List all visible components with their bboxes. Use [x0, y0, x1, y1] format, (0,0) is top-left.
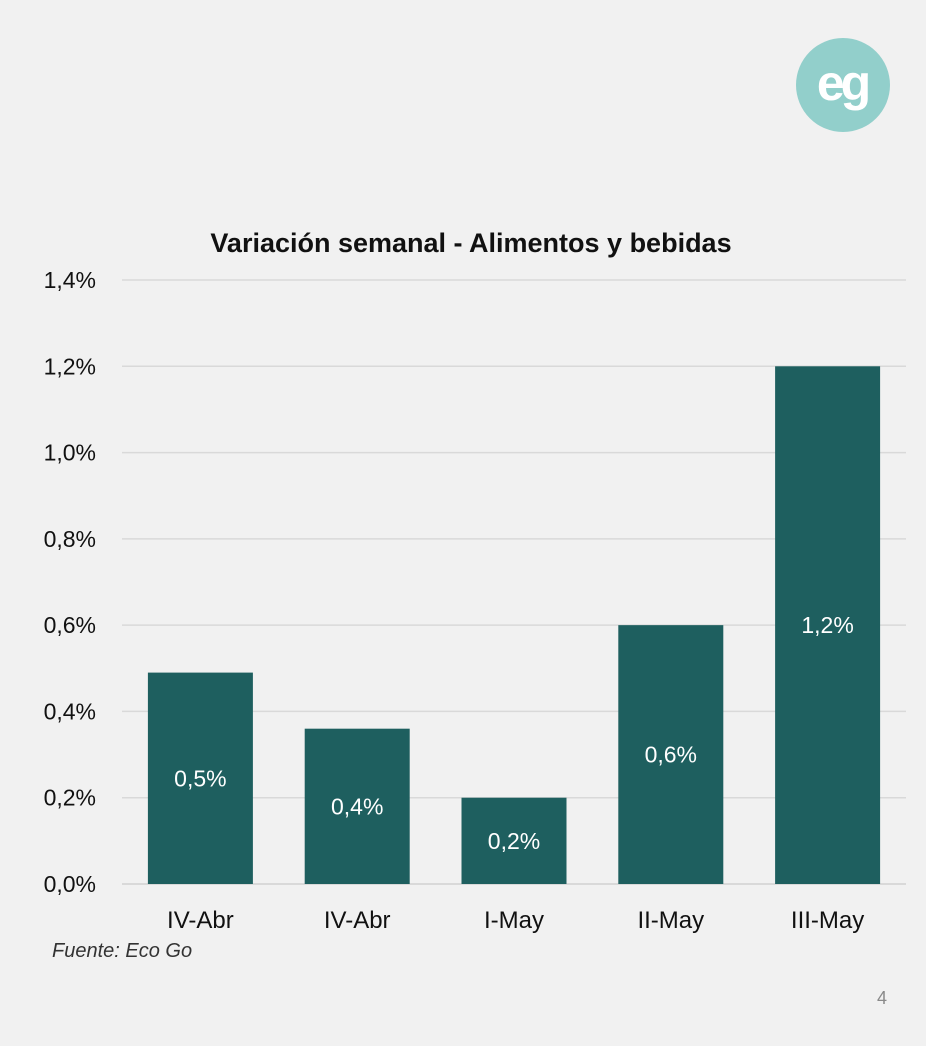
y-tick-label: 0,6% — [44, 612, 96, 638]
bar — [147, 672, 253, 884]
data-labels: 0,5% 0,4% 0,2% 0,6% 1,2% — [174, 612, 854, 854]
y-tick-label: 0,0% — [44, 871, 96, 897]
eg-logo: eg — [796, 38, 890, 132]
bar-value-label: 1,2% — [801, 612, 853, 638]
bar — [618, 625, 724, 884]
page-number: 4 — [877, 988, 887, 1008]
bar-value-label: 0,2% — [488, 828, 540, 854]
bar-value-label: 0,4% — [331, 793, 383, 819]
x-category-label: I-May — [484, 907, 544, 934]
x-category-label: IV-Abr — [324, 907, 391, 934]
y-tick-label: 0,2% — [44, 785, 96, 811]
logo-text: eg — [817, 55, 869, 111]
bar-value-label: 0,6% — [645, 742, 697, 768]
source-note: Fuente: Eco Go — [52, 940, 192, 962]
y-tick-label: 1,2% — [44, 353, 96, 379]
bars — [147, 366, 881, 884]
x-category-label: II-May — [637, 907, 704, 934]
y-tick-label: 0,4% — [44, 698, 96, 724]
bar-value-label: 0,5% — [174, 765, 226, 791]
x-axis-categories: IV-Abr IV-Abr I-May II-May III-May — [167, 907, 864, 934]
y-tick-label: 0,8% — [44, 526, 96, 552]
y-axis-ticks: 0,0% 0,2% 0,4% 0,6% 0,8% 1,0% 1,2% 1,4% — [44, 267, 96, 897]
bar — [461, 797, 567, 884]
logo-circle — [796, 38, 890, 132]
bar — [775, 366, 881, 884]
x-category-label: III-May — [791, 907, 864, 934]
y-tick-label: 1,4% — [44, 267, 96, 293]
bar — [304, 728, 410, 884]
x-category-label: IV-Abr — [167, 907, 234, 934]
y-tick-label: 1,0% — [44, 440, 96, 466]
chart-title: Variación semanal - Alimentos y bebidas — [210, 228, 731, 258]
